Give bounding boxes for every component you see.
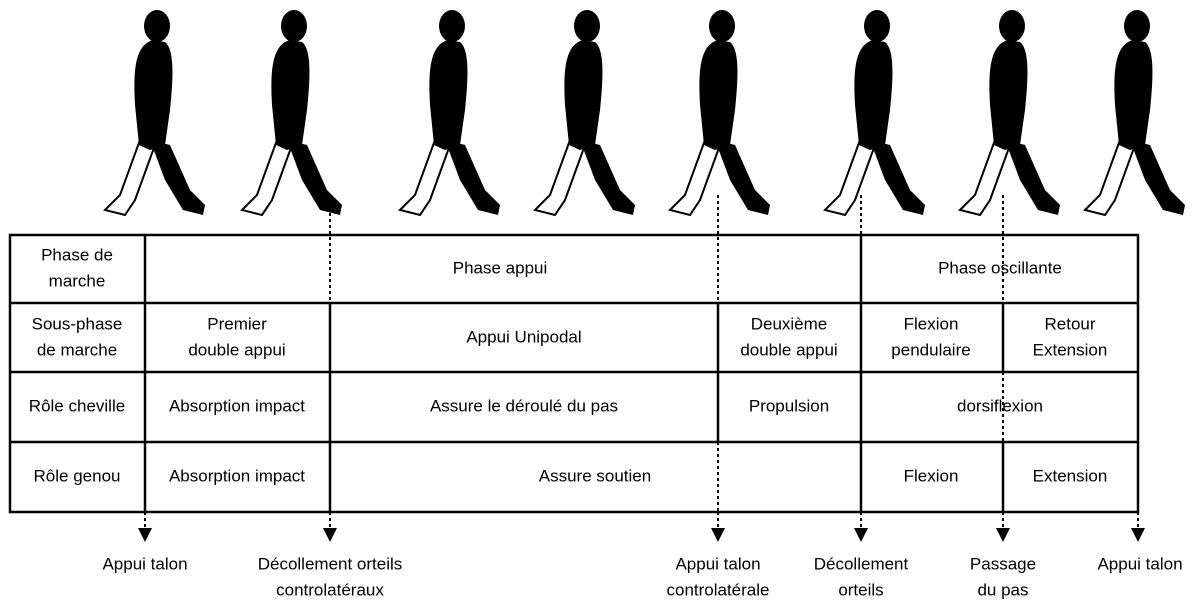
table-cell: Propulsion: [749, 396, 829, 415]
event-label: controlatéraux: [276, 580, 384, 599]
table-cell: Premier: [207, 314, 267, 333]
event-label: Appui talon: [102, 554, 187, 573]
table-cell: Deuxième: [751, 314, 828, 333]
row-header: Rôle cheville: [29, 396, 125, 415]
event-label: Appui talon: [675, 554, 760, 573]
event-label: Décollement orteils: [258, 554, 403, 573]
texts: Phase de marche Phase appui Phase oscillant…: [29, 245, 1183, 599]
silhouettes: [105, 10, 1185, 215]
table-cell: Retour: [1044, 314, 1095, 333]
table-cell: Extension: [1033, 340, 1108, 359]
event-label: Décollement: [814, 554, 909, 573]
table-cell: Assure le déroulé du pas: [430, 396, 618, 415]
table-cell: Phase oscillante: [938, 258, 1062, 277]
table-cell: Phase appui: [453, 258, 548, 277]
event-arrows: [138, 512, 1145, 542]
table-cell: Assure soutien: [539, 466, 651, 485]
table-lines: [8, 195, 1140, 514]
table-cell: pendulaire: [891, 340, 970, 359]
row-header: Phase de: [41, 245, 113, 264]
row-header: de marche: [37, 340, 117, 359]
table-cell: Flexion: [904, 466, 959, 485]
event-label: controlatérale: [666, 580, 769, 599]
table-cell: double appui: [740, 340, 837, 359]
table-cell: Extension: [1033, 466, 1108, 485]
event-label: Passage: [970, 554, 1036, 573]
table-cell: Absorption impact: [169, 466, 305, 485]
table-cell: Appui Unipodal: [466, 327, 581, 346]
row-header: marche: [49, 271, 106, 290]
row-header: Sous-phase: [32, 314, 123, 333]
event-label: orteils: [838, 580, 883, 599]
event-label: Appui talon: [1097, 554, 1182, 573]
table-cell: Flexion: [904, 314, 959, 333]
event-label: du pas: [977, 580, 1028, 599]
table-cell: dorsiflexion: [957, 396, 1043, 415]
row-header: Rôle genou: [34, 466, 121, 485]
table-cell: Absorption impact: [169, 396, 305, 415]
table-cell: double appui: [188, 340, 285, 359]
